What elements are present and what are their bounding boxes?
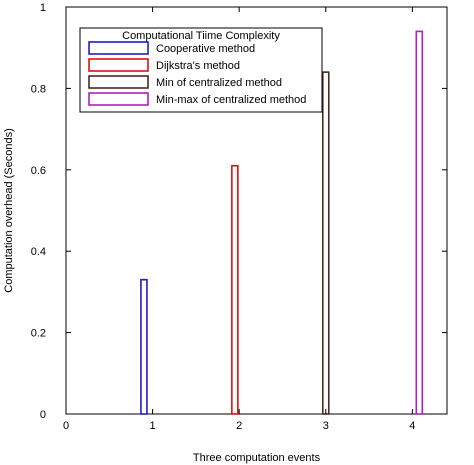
bar (415, 30, 424, 415)
legend-swatch (88, 58, 149, 72)
x-tick-label: 3 (323, 420, 329, 432)
y-tick-label: 0.2 (31, 328, 46, 340)
bar (140, 278, 148, 415)
legend-label: Dijkstra's method (156, 60, 240, 72)
legend-swatch (88, 75, 149, 89)
y-tick-label: 0.4 (31, 246, 46, 258)
y-tick-label: 0 (40, 409, 46, 421)
legend-title: Computational Tiime Complexity (122, 30, 280, 42)
legend-label: Min-max of centralized method (156, 94, 306, 106)
x-axis-ticks: 0 1 2 3 4 (63, 7, 415, 432)
x-tick-label: 0 (63, 420, 69, 432)
plot-frame (65, 6, 448, 415)
y-tick-label: 0.6 (31, 165, 46, 177)
legend-swatch (88, 41, 149, 55)
x-tick-label: 2 (236, 420, 242, 432)
legend-swatch (88, 92, 149, 106)
legend-label: Min of centralized method (156, 77, 282, 89)
y-tick-label: 0.8 (31, 83, 46, 95)
x-axis-title: Three computation events (193, 452, 321, 464)
y-axis-title: Computation overhead (Seconds) (3, 128, 15, 292)
x-tick-label: 1 (150, 420, 156, 432)
y-tick-label: 1 (40, 2, 46, 14)
x-tick-label: 4 (409, 420, 415, 432)
legend-items: Cooperative method Dijkstra's method Min o… (88, 41, 306, 106)
bar (231, 164, 239, 415)
legend: Computational Tiime Complexity Cooperati… (79, 27, 323, 113)
legend-label: Cooperative method (156, 43, 255, 55)
y-axis-ticks: 0 0.2 0.4 0.6 0.8 1 (31, 2, 447, 421)
bar (321, 71, 330, 415)
plot-area-border (65, 6, 448, 415)
